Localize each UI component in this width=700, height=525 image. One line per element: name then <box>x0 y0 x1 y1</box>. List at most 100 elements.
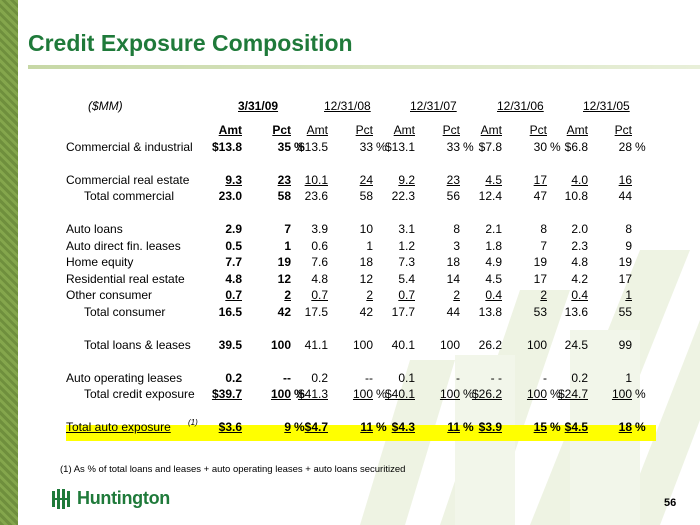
percent-cell: 28 <box>618 139 632 154</box>
percent-cell: 2 <box>453 288 460 302</box>
table-row: Other consumer 0.7 2 0.7 2 0.7 2 0.4 2 0.4 1 <box>66 287 666 304</box>
amount-cell: 1.8 <box>485 238 502 253</box>
amount-cell: 0.7 <box>225 288 242 302</box>
percent-cell: 17 <box>618 271 632 286</box>
pct-header: Pct <box>529 123 547 137</box>
amount-cell: 13.8 <box>478 304 502 319</box>
amount-cell: $4.5 <box>564 420 588 434</box>
amount-cell: 4.2 <box>571 271 588 286</box>
amount-cell: 7.3 <box>398 255 415 269</box>
amount-cell: 24.5 <box>564 337 588 352</box>
percent-cell: 44 <box>618 189 632 203</box>
percent-cell: 12 <box>277 271 291 286</box>
amount-cell: $41.3 <box>297 387 328 401</box>
amount-cell: $4.3 <box>391 420 415 434</box>
percent-cell: 56 <box>446 189 460 203</box>
amount-cell: 3.1 <box>398 222 415 236</box>
percent-cell: 55 <box>618 304 632 319</box>
amount-cell: 0.7 <box>398 288 415 302</box>
percent-cell: 100 <box>352 337 373 352</box>
percent-cell: 100 <box>270 387 291 401</box>
amount-cell: 1.2 <box>398 238 415 253</box>
amount-cell: 0.2 <box>225 370 242 385</box>
row-label: Commercial real estate <box>66 172 190 187</box>
amount-cell: 7.7 <box>225 255 242 269</box>
amount-cell: 23.6 <box>304 189 328 203</box>
percent-sign: % <box>463 139 474 154</box>
table-row: Home equity 7.7 19 7.6 18 7.3 18 4.9 19 4.8 19 <box>66 254 666 271</box>
date-header-0: 3/31/09 <box>238 99 279 113</box>
amount-cell: 7.6 <box>311 255 328 269</box>
percent-cell: 3 <box>453 238 460 253</box>
page-title: Credit Exposure Composition <box>28 30 353 56</box>
amount-cell: $13.1 <box>384 139 415 154</box>
amount-cell: $4.7 <box>304 420 328 434</box>
logo-text: Huntington <box>77 488 170 508</box>
amount-cell: $26.2 <box>471 387 502 401</box>
percent-cell: 17 <box>533 172 547 187</box>
amount-cell: $3.6 <box>218 420 242 434</box>
amount-cell: $6.8 <box>564 139 588 154</box>
amount-cell: 5.4 <box>398 271 415 286</box>
percent-cell: 1 <box>625 288 632 302</box>
unit-label: ($MM) <box>88 99 123 113</box>
amount-cell: 10.1 <box>304 172 328 187</box>
spacer-row <box>66 205 666 222</box>
percent-cell: 100 <box>439 387 460 401</box>
percent-sign: % <box>376 420 387 434</box>
table-row: Commercial real estate 9.3 23 10.1 24 9.2 23 4.… <box>66 172 666 189</box>
amount-cell: 4.5 <box>485 172 502 187</box>
amt-header: Amt <box>218 123 242 137</box>
amt-header: Amt <box>566 123 588 137</box>
amount-cell: 16.5 <box>218 304 242 319</box>
percent-cell: 58 <box>359 189 373 203</box>
percent-sign: % <box>376 387 387 401</box>
table-row: Auto operating leases 0.2 -- 0.2 -- 0.1 - - - - 0… <box>66 370 666 387</box>
amount-cell: 41.1 <box>304 337 328 352</box>
percent-cell: 35 <box>277 139 291 154</box>
percent-sign: % <box>294 139 305 154</box>
percent-cell: 16 <box>618 172 632 187</box>
amt-header: Amt <box>393 123 415 137</box>
percent-cell: -- <box>283 370 291 385</box>
amount-cell: 2.1 <box>485 222 502 236</box>
percent-cell: 100 <box>526 337 547 352</box>
date-header-2: 12/31/07 <box>410 99 457 113</box>
amount-cell: 17.5 <box>304 304 328 319</box>
percent-cell: -- <box>365 370 373 385</box>
percent-cell: 100 <box>352 387 373 401</box>
amt-header: Amt <box>306 123 328 137</box>
pct-header: Pct <box>272 123 291 137</box>
percent-cell: 100 <box>439 337 460 352</box>
percent-cell: 1 <box>625 370 632 385</box>
date-header-1: 12/31/08 <box>324 99 371 113</box>
amount-cell: 4.8 <box>311 271 328 286</box>
row-label: Total consumer <box>84 304 166 319</box>
pct-header: Pct <box>355 123 373 137</box>
amount-cell: 12.4 <box>478 189 502 203</box>
date-header-4: 12/31/05 <box>583 99 630 113</box>
amount-cell: 9.3 <box>225 172 242 187</box>
percent-cell: 33 <box>446 139 460 154</box>
percent-cell: 33 <box>359 139 373 154</box>
amt-header: Amt <box>480 123 502 137</box>
percent-cell: 2 <box>366 288 373 302</box>
amount-cell: 0.1 <box>398 370 415 385</box>
percent-cell: 42 <box>359 304 373 319</box>
percent-cell: 7 <box>284 222 291 236</box>
percent-cell: 100 <box>526 387 547 401</box>
spacer-row <box>66 403 666 420</box>
percent-cell: 24 <box>359 172 373 187</box>
row-label: Residential real estate <box>66 271 185 286</box>
percent-sign: % <box>635 139 646 154</box>
percent-cell: 9 <box>625 238 632 253</box>
table-row: Total auto exposure (1) $3.6 9% $4.7 11% $4.3 1… <box>66 418 666 436</box>
percent-sign: % <box>635 387 646 401</box>
amount-cell: $13.5 <box>297 139 328 154</box>
page-number: 56 <box>664 497 677 509</box>
percent-cell: 2 <box>540 288 547 302</box>
percent-sign: % <box>635 420 646 434</box>
amount-cell: 4.8 <box>571 255 588 269</box>
amount-cell: - - <box>490 370 502 385</box>
amount-cell: 0.5 <box>225 238 242 253</box>
